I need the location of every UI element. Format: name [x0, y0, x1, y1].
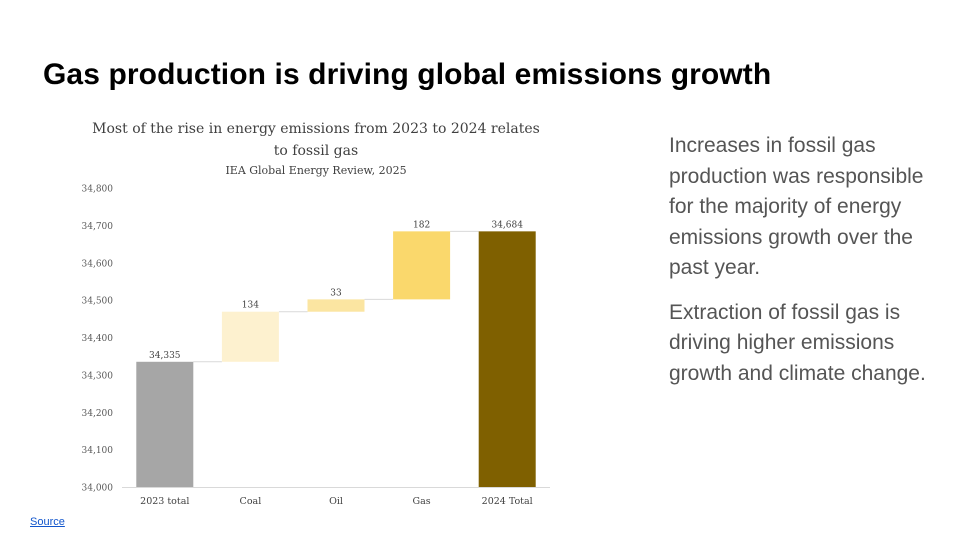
x-axis: 2023 total Coal Oil Gas 2024 Total [140, 496, 533, 507]
data-label-gas: 182 [413, 220, 430, 230]
bar-2024-total [478, 231, 536, 487]
bars [136, 231, 536, 487]
data-label-2024-total: 34,684 [491, 220, 523, 230]
y-tick-label: 34,300 [82, 371, 114, 381]
slide-title: Gas production is driving global emissio… [43, 58, 772, 91]
data-label-2023-total: 34,335 [149, 351, 181, 361]
y-tick-label: 34,200 [82, 409, 114, 419]
bar-2023-total [136, 361, 194, 487]
x-tick-label-oil: Oil [329, 496, 343, 507]
y-tick-label: 34,700 [82, 222, 114, 232]
x-tick-label-2024-total: 2024 Total [482, 496, 533, 507]
paragraph-gas-majority: Increases in fossil gas production was r… [669, 134, 924, 279]
bar-coal [221, 311, 279, 362]
x-tick-label-2023-total: 2023 total [140, 496, 189, 507]
y-tick-label: 34,800 [82, 185, 114, 195]
connector-lines [193, 230, 479, 363]
bar-gas [393, 231, 451, 300]
chart-title-line-2: to fossil gas [274, 143, 358, 159]
chart-svg: Most of the rise in energy emissions fro… [82, 121, 550, 507]
side-text: Increases in fossil gas production was r… [669, 131, 939, 403]
chart-subtitle: IEA Global Energy Review, 2025 [225, 164, 406, 177]
y-tick-label: 34,400 [82, 334, 114, 344]
paragraph-extraction: Extraction of fossil gas is driving high… [669, 300, 926, 385]
x-tick-label-coal: Coal [240, 496, 262, 507]
source-link[interactable]: Source [30, 516, 65, 528]
data-label-oil: 33 [330, 288, 342, 298]
bar-oil [307, 299, 365, 312]
y-tick-label: 34,600 [82, 259, 114, 269]
x-tick-label-gas: Gas [413, 496, 431, 507]
data-label-coal: 134 [242, 301, 259, 311]
y-tick-label: 34,500 [82, 297, 114, 307]
y-axis: 34,000 34,100 34,200 34,300 34,400 34,500 34,6… [82, 185, 114, 494]
chart-title-line-1: Most of the rise in energy emissions fro… [92, 121, 540, 137]
data-labels: 34,335 134 33 182 34,684 [149, 220, 523, 360]
y-tick-label: 34,000 [82, 484, 114, 494]
y-tick-label: 34,100 [82, 446, 114, 456]
waterfall-chart: Most of the rise in energy emissions fro… [70, 115, 570, 515]
